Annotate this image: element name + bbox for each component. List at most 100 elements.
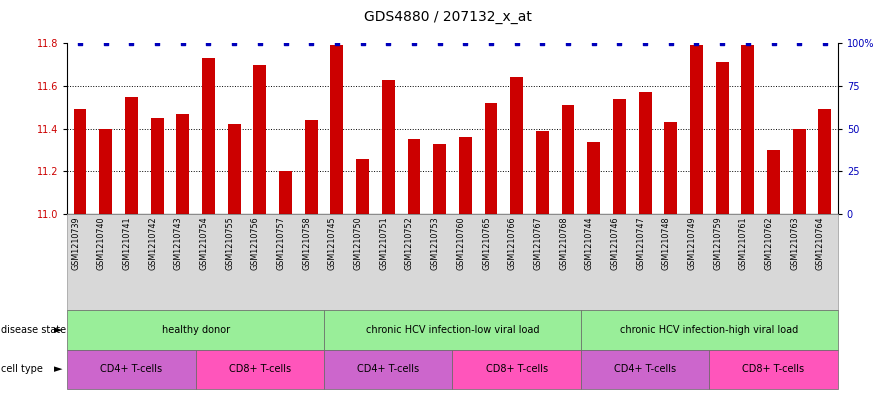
Bar — [202, 58, 215, 214]
Text: GSM1210744: GSM1210744 — [585, 216, 594, 270]
Text: CD4+ T-cells: CD4+ T-cells — [100, 364, 162, 375]
Text: chronic HCV infection-high viral load: chronic HCV infection-high viral load — [620, 325, 798, 335]
Text: GSM1210746: GSM1210746 — [610, 216, 619, 270]
Point — [227, 40, 241, 46]
Text: GSM1210761: GSM1210761 — [739, 216, 748, 270]
Bar — [819, 110, 831, 214]
Bar — [408, 140, 420, 214]
Point — [458, 40, 472, 46]
Point — [176, 40, 190, 46]
Text: GSM1210764: GSM1210764 — [816, 216, 825, 270]
Text: GSM1210759: GSM1210759 — [713, 216, 722, 270]
Point — [433, 40, 447, 46]
Bar — [357, 159, 369, 214]
Point — [766, 40, 780, 46]
Point — [484, 40, 498, 46]
Text: CD8+ T-cells: CD8+ T-cells — [228, 364, 291, 375]
Text: GSM1210765: GSM1210765 — [482, 216, 491, 270]
Bar — [254, 64, 266, 214]
Point — [638, 40, 652, 46]
Bar — [99, 129, 112, 214]
Text: GSM1210749: GSM1210749 — [687, 216, 696, 270]
Point — [587, 40, 601, 46]
Text: cell type: cell type — [1, 364, 43, 375]
Text: GSM1210763: GSM1210763 — [790, 216, 799, 270]
Bar — [280, 171, 292, 214]
Text: GSM1210741: GSM1210741 — [123, 216, 132, 270]
Point — [689, 40, 703, 46]
Point — [818, 40, 832, 46]
Point — [279, 40, 293, 46]
Point — [561, 40, 575, 46]
Text: GSM1210751: GSM1210751 — [379, 216, 388, 270]
Point — [73, 40, 87, 46]
Bar — [305, 120, 318, 214]
Bar — [228, 125, 240, 214]
Point — [330, 40, 344, 46]
Text: GSM1210757: GSM1210757 — [277, 216, 286, 270]
Point — [510, 40, 524, 46]
Text: CD8+ T-cells: CD8+ T-cells — [486, 364, 547, 375]
Point — [125, 40, 139, 46]
Bar — [767, 150, 780, 214]
Text: GSM1210740: GSM1210740 — [97, 216, 106, 270]
Text: chronic HCV infection-low viral load: chronic HCV infection-low viral load — [366, 325, 539, 335]
Point — [612, 40, 626, 46]
Text: GSM1210758: GSM1210758 — [302, 216, 311, 270]
Text: GSM1210753: GSM1210753 — [431, 216, 440, 270]
Text: GSM1210766: GSM1210766 — [508, 216, 517, 270]
Point — [304, 40, 318, 46]
Text: GSM1210742: GSM1210742 — [148, 216, 157, 270]
Point — [356, 40, 370, 46]
Bar — [690, 45, 703, 214]
Bar — [434, 144, 446, 214]
Bar — [73, 110, 86, 214]
Text: GSM1210752: GSM1210752 — [405, 216, 414, 270]
Text: GSM1210755: GSM1210755 — [225, 216, 234, 270]
Bar — [716, 62, 728, 214]
Bar — [125, 97, 138, 214]
Point — [741, 40, 755, 46]
Text: ►: ► — [55, 364, 63, 375]
Bar — [588, 141, 600, 214]
Bar — [639, 92, 651, 214]
Text: CD4+ T-cells: CD4+ T-cells — [358, 364, 419, 375]
Text: disease state: disease state — [1, 325, 66, 335]
Text: GSM1210739: GSM1210739 — [71, 216, 80, 270]
Text: GSM1210756: GSM1210756 — [251, 216, 260, 270]
Bar — [459, 137, 471, 214]
Bar — [536, 131, 548, 214]
Text: GSM1210767: GSM1210767 — [533, 216, 542, 270]
Text: CD8+ T-cells: CD8+ T-cells — [743, 364, 805, 375]
Text: healthy donor: healthy donor — [161, 325, 229, 335]
Bar — [151, 118, 164, 214]
Point — [99, 40, 113, 46]
Point — [535, 40, 549, 46]
Point — [202, 40, 216, 46]
Point — [150, 40, 164, 46]
Text: CD4+ T-cells: CD4+ T-cells — [614, 364, 676, 375]
Point — [664, 40, 678, 46]
Point — [381, 40, 395, 46]
Text: GSM1210760: GSM1210760 — [456, 216, 465, 270]
Text: GSM1210748: GSM1210748 — [662, 216, 671, 270]
Bar — [382, 79, 394, 214]
Text: GSM1210750: GSM1210750 — [354, 216, 363, 270]
Bar — [331, 45, 343, 214]
Bar — [485, 103, 497, 214]
Bar — [793, 129, 806, 214]
Text: GSM1210743: GSM1210743 — [174, 216, 183, 270]
Bar — [742, 45, 754, 214]
Point — [253, 40, 267, 46]
Point — [715, 40, 729, 46]
Text: GDS4880 / 207132_x_at: GDS4880 / 207132_x_at — [364, 10, 532, 24]
Bar — [177, 114, 189, 214]
Bar — [665, 122, 677, 214]
Text: GSM1210747: GSM1210747 — [636, 216, 645, 270]
Text: GSM1210754: GSM1210754 — [200, 216, 209, 270]
Point — [792, 40, 806, 46]
Bar — [613, 99, 626, 214]
Point — [407, 40, 421, 46]
Text: GSM1210768: GSM1210768 — [559, 216, 568, 270]
Text: GSM1210762: GSM1210762 — [764, 216, 773, 270]
